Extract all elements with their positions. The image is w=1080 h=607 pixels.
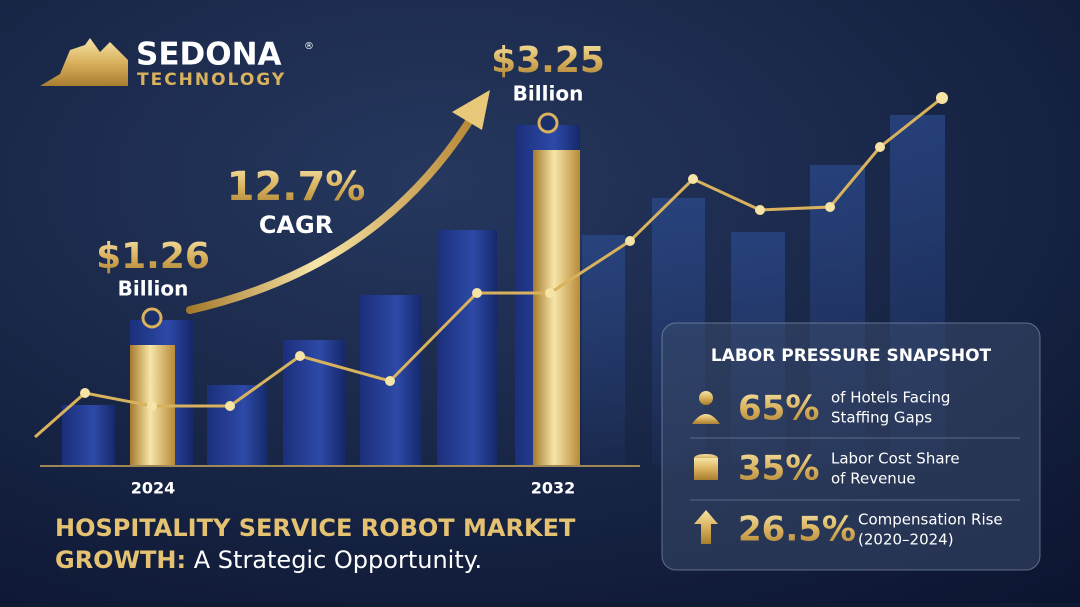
cagr-value: 12.7% — [227, 164, 366, 210]
stat-text: Staffing Gaps — [831, 409, 932, 427]
start-unit: Billion — [118, 277, 189, 301]
growth-arrow — [186, 90, 490, 314]
stat-text: of Hotels Facing — [831, 389, 950, 407]
snapshot-title: LABOR PRESSURE SNAPSHOT — [711, 346, 992, 366]
logo-name: SEDONA — [136, 37, 282, 73]
headline-bold: GROWTH: — [55, 546, 186, 574]
icons — [692, 391, 720, 544]
logo: SEDONA ® TECHNOLOGY — [40, 37, 314, 90]
headline-rest: A Strategic Opportunity. — [194, 546, 482, 574]
start-year: 2024 — [131, 479, 176, 498]
end-year: 2032 — [531, 479, 576, 498]
logo-subtitle: TECHNOLOGY — [137, 70, 286, 90]
stat-value: 26.5% — [738, 510, 856, 550]
stat-value: 35% — [738, 449, 819, 489]
snapshot-panel: LABOR PRESSURE SNAPSHOT 65% of Hotels Fa… — [661, 322, 1041, 571]
logo-mark: ® — [304, 41, 314, 52]
stat-value: 65% — [738, 389, 819, 429]
stat-text: (2020–2024) — [858, 531, 954, 549]
headline: HOSPITALITY SERVICE ROBOT MARKET — [55, 514, 576, 542]
end-unit: Billion — [513, 82, 584, 106]
cagr-label: CAGR — [259, 211, 333, 239]
start-value: $1.26 — [96, 236, 210, 277]
decor-line — [34, 92, 948, 439]
stat-text: Compensation Rise — [858, 511, 1003, 529]
stat-text: Labor Cost Share — [831, 450, 960, 468]
end-value: $3.25 — [491, 40, 605, 81]
headline: GROWTH: A Strategic Opportunity. — [55, 546, 482, 574]
stat-text: of Revenue — [831, 470, 916, 488]
